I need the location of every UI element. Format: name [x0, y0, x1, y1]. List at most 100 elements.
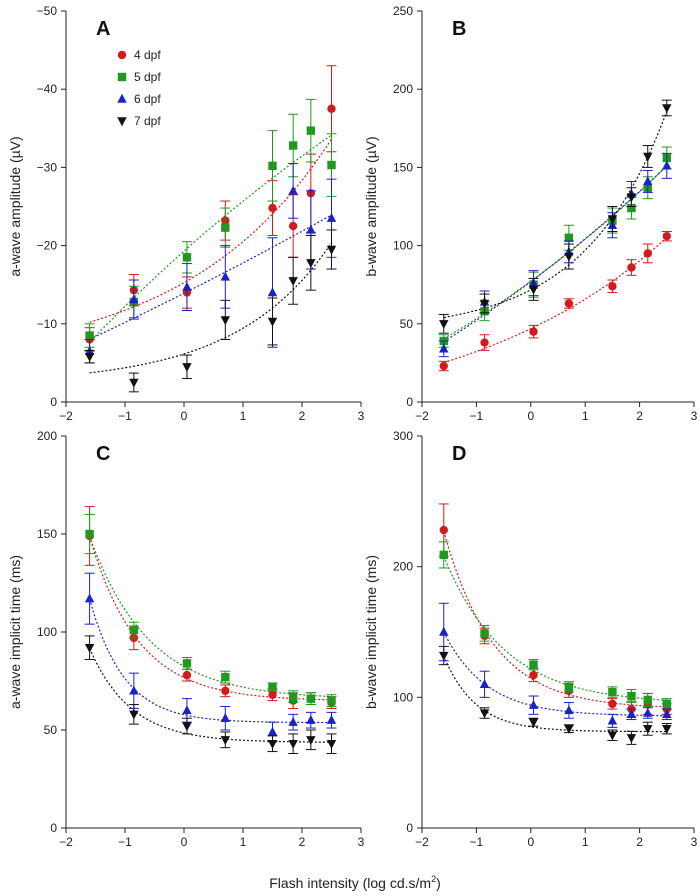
data-point — [129, 378, 139, 388]
data-point — [288, 141, 298, 150]
x-tick-label: 3 — [358, 835, 365, 849]
data-point — [439, 361, 448, 371]
data-point — [220, 316, 230, 326]
y-tick-label: 100 — [393, 690, 413, 704]
data-point — [662, 104, 672, 114]
data-point — [529, 327, 538, 336]
data-point — [306, 126, 316, 135]
data-point — [306, 224, 316, 234]
x-tick-label: 0 — [181, 409, 188, 423]
data-point — [607, 215, 618, 225]
data-point — [528, 718, 539, 728]
y-tick-label: 100 — [37, 625, 57, 639]
data-point — [529, 670, 538, 680]
y-tick-label: −40 — [37, 82, 58, 96]
x-tick-label: 3 — [358, 409, 365, 423]
data-point — [306, 259, 316, 269]
panel-a: 0−10−20−30−40−50−2 −1 0 1 2 3a-wave amplitude… — [7, 4, 365, 423]
series-5-dpf — [84, 98, 337, 348]
series-5-dpf — [84, 513, 337, 707]
data-point — [220, 713, 230, 722]
panel-letter: A — [96, 18, 110, 40]
data-point — [608, 687, 617, 697]
series-7-dpf — [438, 645, 672, 745]
x-tick-label: 2 — [299, 409, 306, 423]
series-5-dpf — [438, 146, 672, 348]
data-point — [626, 734, 637, 744]
data-point — [267, 740, 278, 749]
y-tick-label: 50 — [400, 317, 414, 331]
y-tick-label: 300 — [393, 429, 413, 443]
data-point — [626, 193, 637, 203]
legend-label: 4 dpf — [134, 48, 161, 62]
data-point — [182, 253, 192, 262]
y-tick-label: 0 — [50, 821, 57, 835]
data-point — [84, 643, 95, 653]
fit-line-7-dpf — [89, 242, 332, 374]
fit-line-4-dpf — [89, 536, 332, 701]
series-4-dpf — [438, 503, 672, 718]
fit-line-6-dpf — [443, 165, 668, 343]
x-tick-label: 2 — [299, 835, 306, 849]
series-6-dpf — [438, 152, 672, 358]
data-point — [182, 705, 192, 715]
panel-letter: C — [96, 443, 110, 465]
x-tick-label: −1 — [118, 409, 132, 423]
data-point — [528, 699, 539, 709]
data-point — [306, 715, 316, 724]
data-point — [268, 161, 277, 171]
data-point — [662, 724, 672, 734]
x-tick-label: 1 — [582, 835, 589, 849]
y-axis-title: b-wave implicit time (ms) — [363, 555, 379, 709]
y-axis-title: a-wave implicit time (ms) — [7, 555, 23, 709]
data-point — [627, 203, 636, 213]
data-point — [479, 299, 490, 309]
data-point — [480, 629, 489, 638]
data-point — [327, 696, 336, 705]
fit-line-4-dpf — [89, 138, 333, 323]
data-point — [480, 338, 489, 347]
data-point — [288, 692, 298, 701]
y-tick-label: −30 — [37, 160, 58, 174]
x-tick-label: 1 — [240, 835, 247, 849]
data-point — [607, 715, 618, 725]
fit-line-5-dpf — [443, 165, 668, 340]
data-point — [84, 593, 95, 603]
data-point — [608, 282, 617, 291]
data-point — [129, 294, 139, 304]
data-point — [662, 160, 672, 170]
y-tick-label: 200 — [393, 82, 413, 96]
data-point — [643, 249, 652, 258]
series-4-dpf — [84, 65, 337, 352]
x-tick-label: −2 — [415, 409, 429, 423]
data-point — [288, 185, 298, 195]
fit-line-6-dpf — [89, 598, 332, 724]
data-point — [439, 525, 448, 535]
y-tick-label: 150 — [37, 527, 57, 541]
legend-label: 6 dpf — [134, 92, 161, 106]
series-5-dpf — [438, 541, 672, 710]
fit-line-4-dpf — [443, 237, 668, 364]
data-point — [439, 320, 449, 329]
data-point — [643, 176, 653, 186]
x-tick-label: 2 — [636, 835, 643, 849]
y-tick-label: 50 — [44, 723, 58, 737]
data-point — [326, 740, 337, 749]
y-tick-label: 200 — [393, 560, 413, 574]
x-tick-label: 1 — [582, 409, 589, 423]
data-point — [607, 731, 618, 741]
panels: 0−10−20−30−40−50−2 −1 0 1 2 3a-wave amplitude… — [7, 4, 698, 849]
data-point — [327, 104, 336, 113]
data-point — [267, 726, 278, 736]
data-point — [288, 740, 298, 749]
data-point — [221, 223, 230, 232]
legend-label: 7 dpf — [134, 114, 161, 128]
data-point — [129, 685, 139, 695]
y-tick-label: 0 — [406, 821, 413, 835]
data-point — [326, 213, 337, 222]
data-point — [529, 660, 538, 669]
data-point — [327, 160, 336, 170]
fit-line-5-dpf — [89, 535, 332, 698]
x-tick-label: 0 — [527, 835, 534, 849]
